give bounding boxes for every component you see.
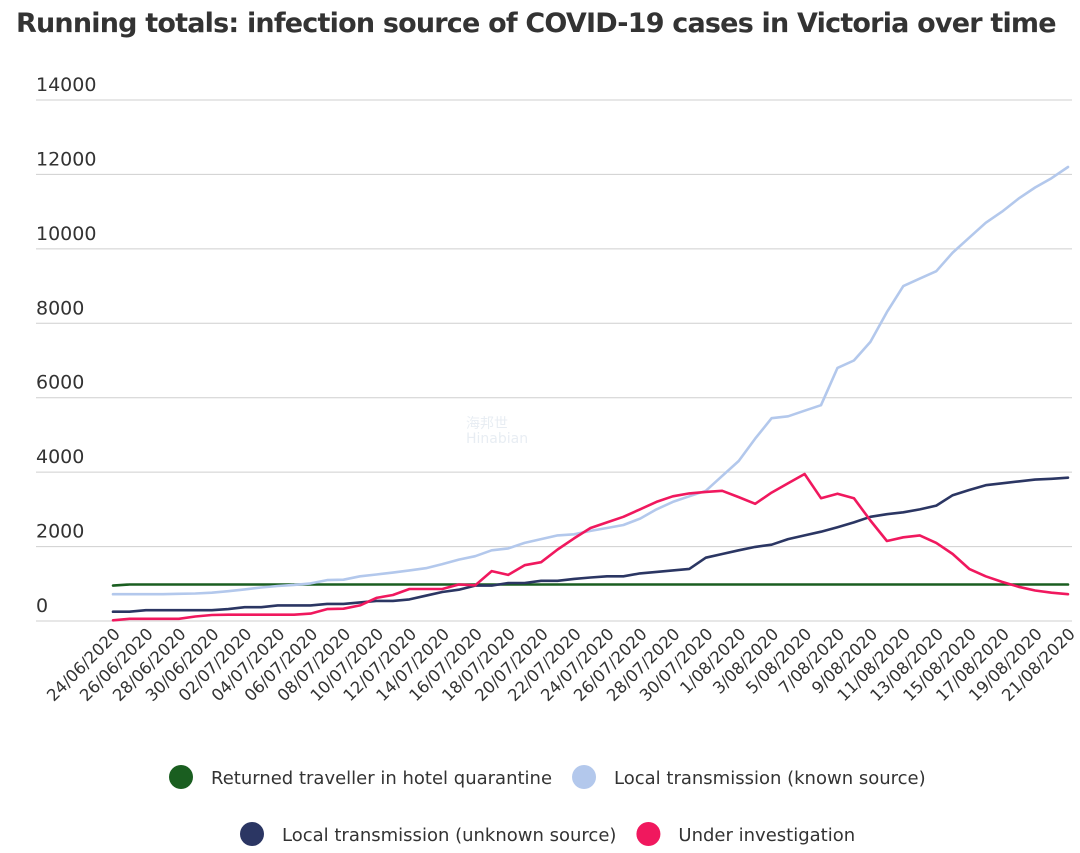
legend-label: Local transmission (known source): [614, 768, 926, 789]
legend-item-2[interactable]: Local transmission (unknown source): [240, 822, 616, 846]
x-axis-ticks: 24/06/202026/06/202028/06/202030/06/2020…: [43, 624, 1079, 705]
y-tick-label: 2000: [36, 521, 84, 543]
watermark-text-1: 海邦世: [466, 416, 508, 432]
y-tick-label: 8000: [36, 297, 84, 319]
legend-item-3[interactable]: Under investigation: [636, 822, 855, 846]
series-line-1: [111, 165, 1070, 596]
legend-label: Under investigation: [678, 825, 855, 846]
legend-swatch: [572, 765, 597, 789]
legend-label: Returned traveller in hotel quarantine: [211, 768, 552, 789]
y-tick-label: 14000: [36, 74, 96, 96]
legend-label: Local transmission (unknown source): [282, 825, 616, 846]
y-tick-label: 10000: [36, 223, 96, 245]
chart-title: Running totals: infection source of COVI…: [16, 8, 1057, 39]
legend-swatch: [240, 822, 264, 846]
legend: Returned traveller in hotel quarantine Lo…: [169, 765, 926, 846]
legend-item-0[interactable]: Returned traveller in hotel quarantine: [169, 765, 552, 789]
y-tick-label: 12000: [36, 148, 96, 170]
legend-swatch: [169, 765, 193, 789]
gridlines: [36, 99, 1072, 622]
legend-swatch: [636, 822, 661, 846]
series-line-2: [111, 476, 1070, 614]
y-axis-ticks: 0 2000 4000 6000 8000 10000 12000 14000: [36, 74, 96, 617]
watermark-text-2: Hinabian: [466, 431, 528, 447]
series-line-3: [111, 472, 1070, 622]
watermark: 海邦世 Hinabian: [466, 416, 528, 447]
legend-item-1[interactable]: Local transmission (known source): [572, 765, 926, 789]
y-tick-label: 0: [36, 595, 48, 617]
series-line-0: [111, 583, 1070, 587]
series-lines: [111, 165, 1070, 622]
y-tick-label: 6000: [36, 372, 84, 394]
y-tick-label: 4000: [36, 446, 84, 468]
